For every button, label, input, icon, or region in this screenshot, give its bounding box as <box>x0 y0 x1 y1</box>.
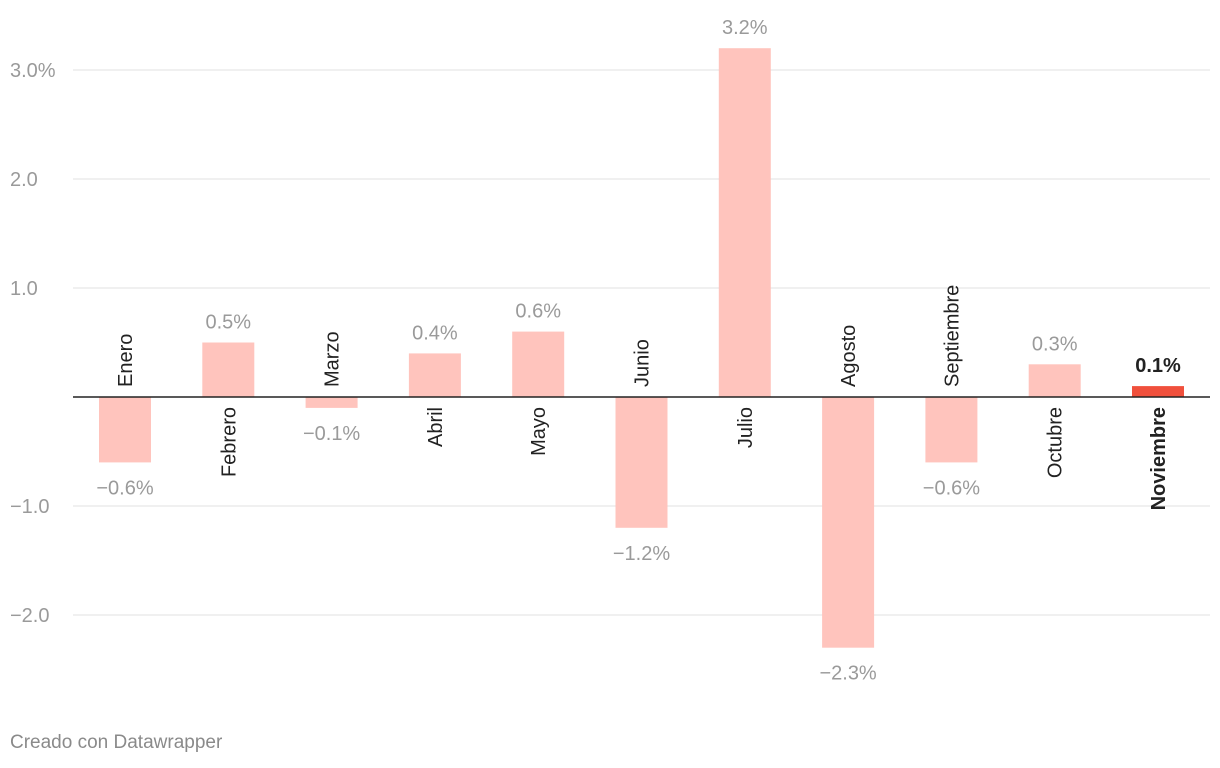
value-label: 0.3% <box>1032 333 1078 355</box>
bar-junio <box>615 397 668 528</box>
value-labels: −0.6% 0.5% −0.1% 0.4% 0.6% −1.2% 3.2% −2.3% −0.6… <box>96 17 1181 685</box>
y-tick-label: −2.0 <box>10 605 49 627</box>
bar-septiembre <box>925 397 978 463</box>
y-axis-ticks: 3.0% 2.0 1.0 −1.0 −2.0 <box>10 60 56 627</box>
category-label: Agosto <box>838 325 860 387</box>
category-label: Octubre <box>1045 407 1067 478</box>
y-tick-label: 2.0 <box>10 169 38 191</box>
category-label: Abril <box>425 407 447 447</box>
bar-noviembre <box>1132 386 1184 397</box>
category-label: Septiembre <box>941 285 963 387</box>
bar-mayo <box>512 331 565 397</box>
bar-abril <box>408 353 461 397</box>
category-label: Junio <box>632 339 654 387</box>
value-label: 3.2% <box>722 17 768 39</box>
category-label: Julio <box>735 407 757 448</box>
category-label: Mayo <box>528 407 550 456</box>
category-label: Noviembre <box>1148 407 1170 510</box>
value-label: −0.6% <box>923 477 980 499</box>
bar-julio <box>718 48 771 397</box>
bar-marzo <box>305 397 358 408</box>
bar-octubre <box>1028 364 1081 397</box>
value-label: 0.6% <box>515 301 561 323</box>
bars <box>99 48 1184 648</box>
bar-agosto <box>822 397 875 648</box>
category-label: Febrero <box>218 407 240 477</box>
value-label: −1.2% <box>613 543 670 565</box>
value-label: 0.4% <box>412 322 458 344</box>
y-tick-label: −1.0 <box>10 496 49 518</box>
category-labels: Enero Febrero Marzo Abril Mayo Junio Julio Agos… <box>115 285 1170 511</box>
y-tick-label: 1.0 <box>10 278 38 300</box>
value-label: −0.6% <box>96 477 153 499</box>
category-label: Enero <box>115 334 137 387</box>
value-label: −2.3% <box>819 663 876 685</box>
y-tick-label: 3.0% <box>10 60 56 82</box>
credit-text: Creado con Datawrapper <box>10 732 223 753</box>
gridlines <box>73 69 1210 616</box>
value-label: −0.1% <box>303 423 360 445</box>
value-label: 0.5% <box>206 312 252 334</box>
bar-chart: 3.0% 2.0 1.0 −1.0 −2.0 Enero Febrero Marzo Abri… <box>10 17 1210 685</box>
value-label: 0.1% <box>1135 355 1181 377</box>
category-label: Marzo <box>322 331 344 387</box>
bar-enero <box>99 397 151 463</box>
bar-febrero <box>202 342 255 397</box>
